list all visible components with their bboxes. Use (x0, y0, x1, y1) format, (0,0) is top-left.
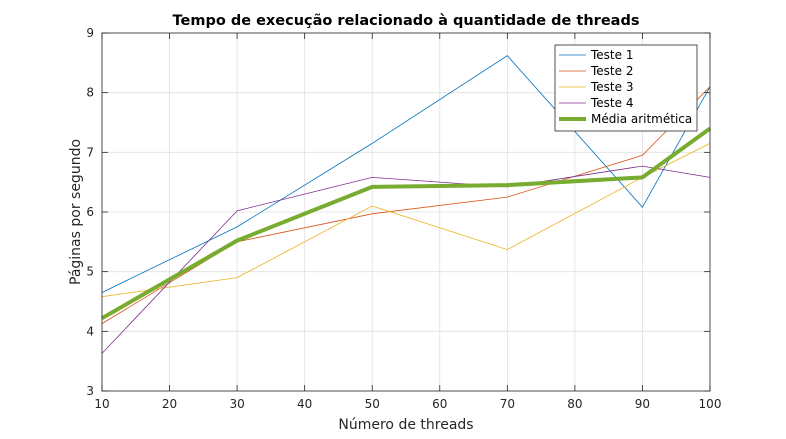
legend-box (554, 44, 698, 132)
x-tick-label: 40 (297, 397, 312, 411)
series-line-3 (101, 143, 711, 298)
x-tick-label: 80 (567, 397, 582, 411)
y-tick-label: 5 (86, 265, 94, 279)
y-tick-label: 7 (86, 145, 94, 159)
series-line-5 (101, 126, 712, 320)
legend-label: Teste 3 (590, 80, 633, 94)
legend-label: Teste 1 (590, 48, 633, 62)
y-tick-label: 9 (86, 26, 94, 40)
y-tick-label: 8 (86, 86, 94, 100)
series-line-1 (101, 55, 711, 293)
series-lines (101, 55, 712, 354)
y-tick-label: 3 (86, 384, 94, 398)
axis-ticks: 10 20 30 40 50 60 70 80 90 100 3 4 5 6 7 8 9 (86, 26, 721, 411)
y-tick-label: 4 (86, 324, 94, 338)
y-tick-label: 6 (86, 205, 94, 219)
x-tick-label: 10 (94, 397, 109, 411)
x-tick-label: 70 (500, 397, 515, 411)
x-tick-label: 50 (365, 397, 380, 411)
x-tick-label: 60 (432, 397, 447, 411)
legend-label: Teste 2 (590, 64, 633, 78)
legend-label: Média aritmética (591, 112, 692, 126)
x-tick-label: 20 (162, 397, 177, 411)
legend-label: Teste 4 (590, 96, 633, 110)
x-tick-label: 30 (229, 397, 244, 411)
y-axis-label: Páginas por segundo (68, 139, 84, 285)
x-tick-label: 100 (699, 397, 722, 411)
chart-title: Tempo de execução relacionado à quantida… (173, 13, 640, 29)
x-tick-label: 90 (635, 397, 650, 411)
x-axis-label: Número de threads (338, 417, 473, 433)
legend: Teste 1 Teste 2 Teste 3 Teste 4 Média aritmé… (554, 44, 698, 132)
